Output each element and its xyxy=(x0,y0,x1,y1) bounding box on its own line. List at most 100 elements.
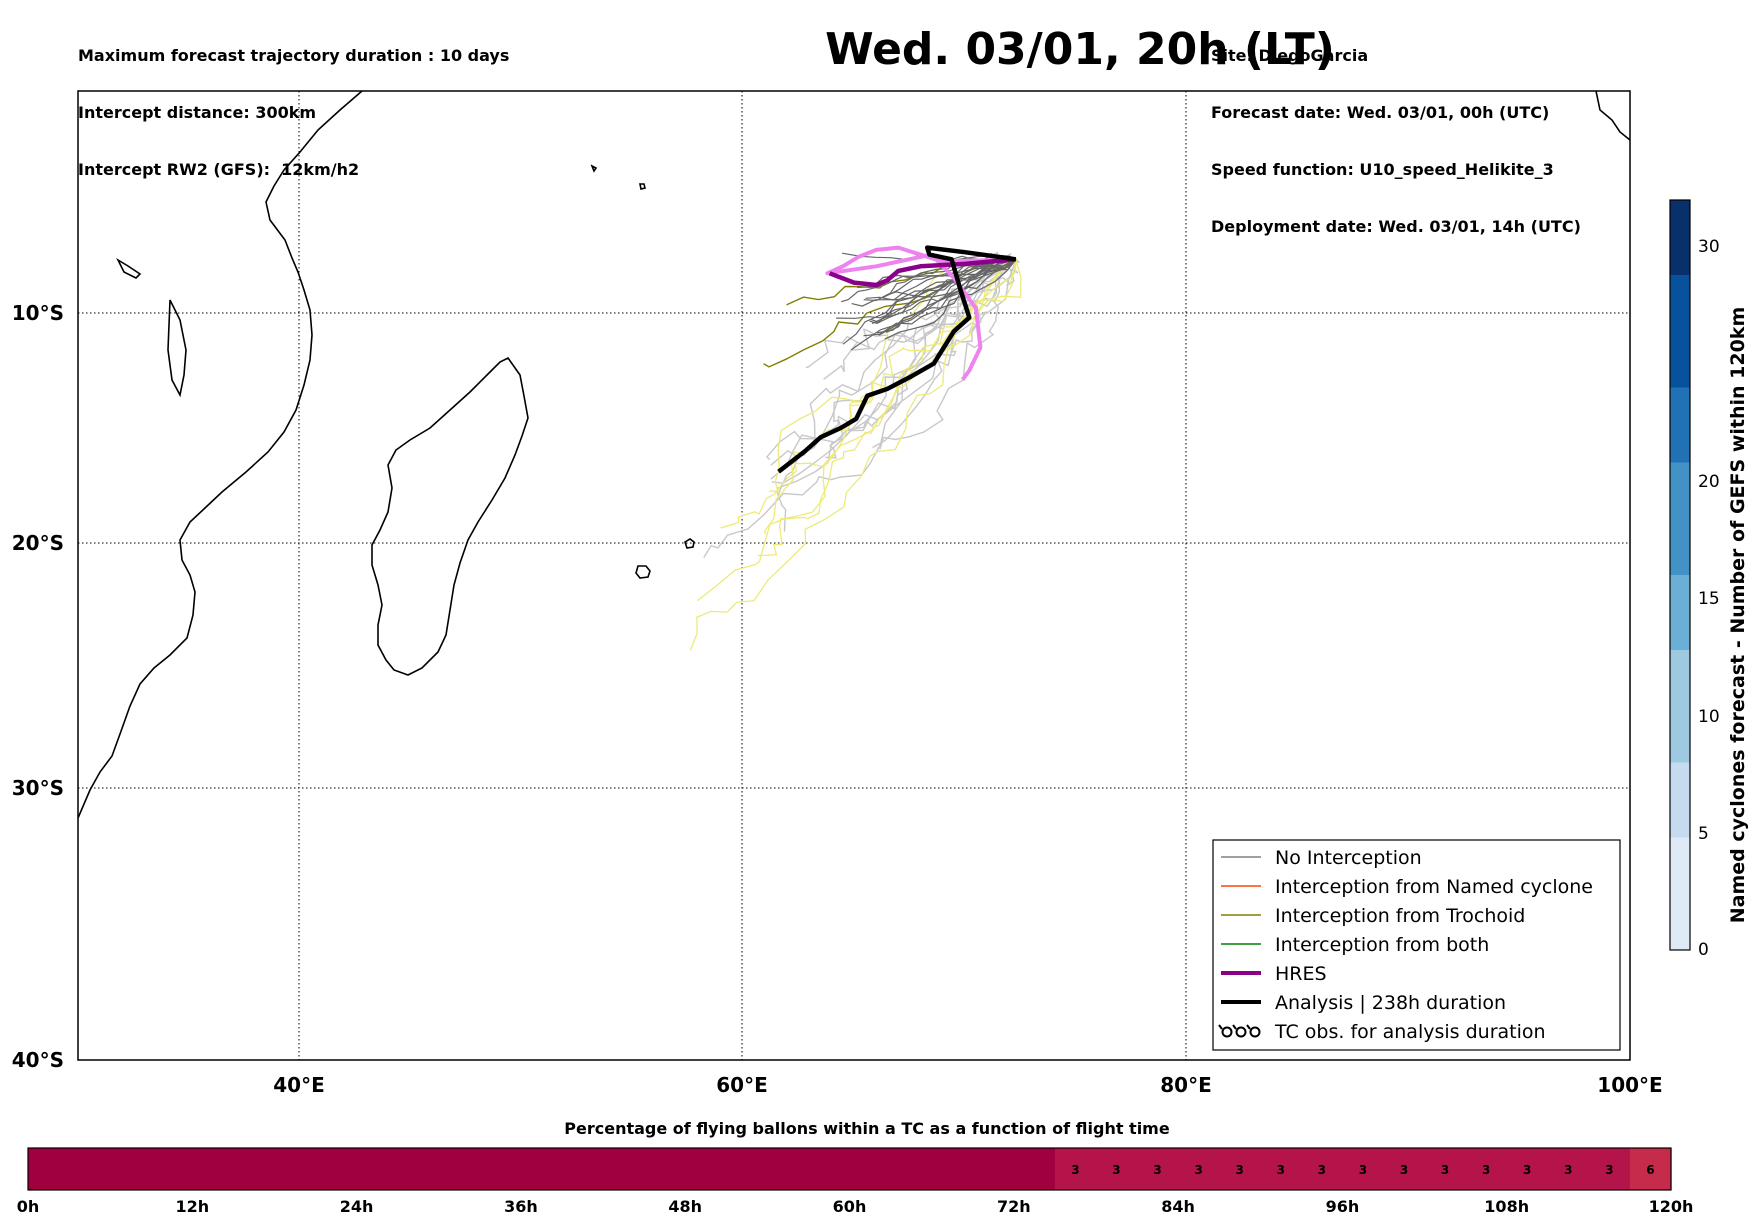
colorbar-segment xyxy=(1670,650,1690,688)
lat-label: 10°S xyxy=(12,301,64,325)
colorbar-segment xyxy=(1670,425,1690,463)
percentage-cell xyxy=(890,1148,933,1190)
colorbar-label: Named cyclones forecast - Number of GEFS… xyxy=(1727,307,1749,924)
lat-label: 20°S xyxy=(12,531,64,555)
lon-label: 100°E xyxy=(1597,1073,1662,1097)
percentage-cell xyxy=(69,1148,111,1190)
seychelles-coastline xyxy=(590,164,646,190)
percentage-cell xyxy=(808,1148,851,1190)
colorbar-tick: 0 xyxy=(1698,940,1709,960)
colorbar-tick: 15 xyxy=(1698,589,1720,609)
colorbar-segment xyxy=(1670,612,1690,651)
ensemble-track-light xyxy=(805,258,1017,368)
ensemble-track-yellow xyxy=(696,259,1017,602)
coastlines xyxy=(78,91,1630,819)
percentage-cell xyxy=(110,1148,152,1190)
ensemble-track-yellow xyxy=(689,258,1017,651)
percentage-cell xyxy=(1342,1148,1385,1190)
percentage-cell xyxy=(685,1148,727,1190)
header-left-line: Intercept distance: 300km xyxy=(78,103,317,122)
africa-coastline xyxy=(78,91,363,819)
percentage-bar-ticks: 0h 12h 24h 36h 48h 60h 72h 84h 96h 108h 120h xyxy=(17,1197,1694,1216)
percentage-cell-label: 3 xyxy=(1071,1163,1079,1177)
colorbar-frame xyxy=(1669,199,1691,951)
percentage-cell xyxy=(1260,1148,1302,1190)
trajectory-tracks xyxy=(689,245,1022,651)
percentage-cell xyxy=(479,1148,522,1190)
ensemble-track-yellow xyxy=(768,259,1017,495)
percentage-cell-label: 3 xyxy=(1277,1163,1285,1177)
percentage-cell xyxy=(1424,1148,1467,1190)
percentage-bar-tick: 96h xyxy=(1326,1197,1360,1216)
legend-label: No Interception xyxy=(1275,847,1422,869)
percentage-cell xyxy=(1137,1148,1179,1190)
percentage-cell xyxy=(28,1148,70,1190)
percentage-cell xyxy=(1588,1148,1631,1190)
percentage-cell xyxy=(1054,1148,1097,1190)
header-left-line: Intercept RW2 (GFS): 12km/h2 xyxy=(78,160,360,179)
percentage-cell xyxy=(1178,1148,1220,1190)
lakes-coastline xyxy=(167,299,187,398)
analysis-track xyxy=(777,245,1017,474)
legend-box xyxy=(1212,839,1621,1051)
percentage-cell-label: 3 xyxy=(1564,1163,1572,1177)
percentage-cell xyxy=(438,1148,481,1190)
percentage-cell xyxy=(603,1148,645,1190)
colorbar-segment xyxy=(1670,875,1690,913)
percentage-cell-label: 3 xyxy=(1605,1163,1613,1177)
percentage-bar-tick: 36h xyxy=(504,1197,538,1216)
no-interception-track xyxy=(890,258,1017,297)
percentage-cell xyxy=(1095,1148,1138,1190)
percentage-cell-label: 3 xyxy=(1153,1163,1161,1177)
map-title: Wed. 03/01, 20h (LT) xyxy=(825,24,1335,75)
legend-label: Analysis | 238h duration xyxy=(1275,992,1506,1014)
percentage-cell xyxy=(849,1148,892,1190)
percentage-cell xyxy=(1506,1148,1549,1190)
legend-label: Interception from both xyxy=(1275,934,1489,956)
percentage-cell xyxy=(1629,1148,1672,1190)
percentage-cell xyxy=(274,1148,317,1190)
colorbar-segment xyxy=(1670,687,1690,726)
percentage-bar-tick: 48h xyxy=(668,1197,702,1216)
percentage-cell xyxy=(1219,1148,1261,1190)
percentage-cell xyxy=(520,1148,563,1190)
percentage-cell xyxy=(561,1148,604,1190)
header-right-line: Deployment date: Wed. 03/01, 14h (UTC) xyxy=(1211,217,1581,236)
comoros-coastline xyxy=(116,257,142,279)
no-interception-track xyxy=(884,258,1017,340)
lon-label: 40°E xyxy=(273,1073,325,1097)
percentage-cell xyxy=(315,1148,358,1190)
percentage-bar: Percentage of flying ballons within a TC… xyxy=(17,1119,1694,1216)
colorbar-segment xyxy=(1670,837,1690,876)
percentage-cell xyxy=(1465,1148,1508,1190)
lon-label: 80°E xyxy=(1160,1073,1212,1097)
percentage-cell xyxy=(356,1148,399,1190)
colorbar-segment xyxy=(1670,200,1690,238)
percentage-cell xyxy=(931,1148,974,1190)
percentage-cell-label: 6 xyxy=(1646,1163,1654,1177)
percentage-bar-cells: 3 3 3 3 3 3 3 3 3 3 3 3 3 3 6 xyxy=(28,1148,1672,1190)
header-right-line: Forecast date: Wed. 03/01, 00h (UTC) xyxy=(1211,103,1550,122)
legend-label: TC obs. for analysis duration xyxy=(1274,1021,1546,1043)
header-right: Site: DiegoGarcia Forecast date: Wed. 03… xyxy=(1211,8,1581,255)
colorbar-segment xyxy=(1670,237,1690,276)
percentage-cell xyxy=(1383,1148,1426,1190)
percentage-bar-tick: 0h xyxy=(17,1197,40,1216)
percentage-bar-tick: 12h xyxy=(175,1197,209,1216)
percentage-cell-label: 3 xyxy=(1482,1163,1490,1177)
colorbar-tick: 20 xyxy=(1698,472,1720,492)
mauritius-coastline xyxy=(635,565,651,579)
no-interception-track xyxy=(836,258,1017,319)
ensemble-track-light xyxy=(770,251,1017,466)
gridlines xyxy=(78,91,1630,1060)
legend-label: Interception from Trochoid xyxy=(1275,905,1525,927)
colorbar-segment xyxy=(1670,800,1690,838)
percentage-cell-label: 3 xyxy=(1400,1163,1408,1177)
colorbar-segment xyxy=(1670,912,1690,951)
colorbar-segment xyxy=(1670,275,1690,313)
no-interception-track xyxy=(885,258,1016,333)
percentage-cell-label: 3 xyxy=(1236,1163,1244,1177)
hres-track xyxy=(825,245,1016,381)
percentage-cell xyxy=(1301,1148,1343,1190)
lat-label: 40°S xyxy=(12,1048,64,1072)
